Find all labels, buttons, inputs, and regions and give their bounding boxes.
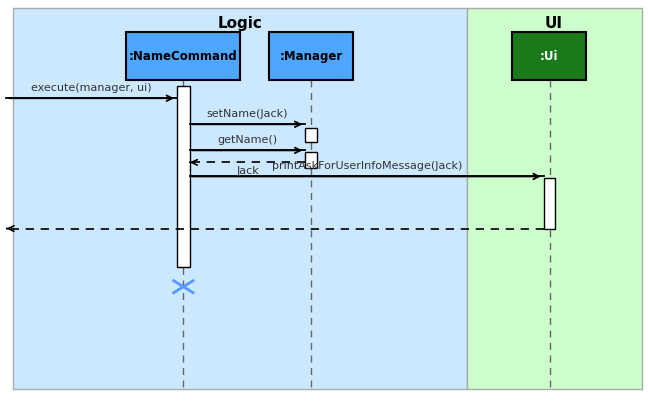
Text: execute(manager, ui): execute(manager, ui) [31, 83, 152, 93]
Bar [13, 8, 467, 389]
Text: :Manager: :Manager [279, 50, 343, 63]
Text: :Ui: :Ui [540, 50, 559, 63]
Text: setName(Jack): setName(Jack) [207, 109, 288, 119]
Bar [305, 128, 317, 142]
Bar [126, 32, 240, 80]
Bar [467, 8, 642, 389]
Text: Jack: Jack [236, 166, 259, 176]
Bar [512, 32, 586, 80]
Text: UI: UI [545, 16, 563, 31]
Bar [177, 86, 190, 267]
Bar [544, 178, 555, 229]
Bar [269, 32, 353, 80]
Bar [305, 152, 317, 168]
Text: getName(): getName() [218, 135, 277, 145]
Text: printAskForUserInfoMessage(Jack): printAskForUserInfoMessage(Jack) [272, 161, 462, 171]
Text: Logic: Logic [217, 16, 262, 31]
Text: :NameCommand: :NameCommand [129, 50, 237, 63]
